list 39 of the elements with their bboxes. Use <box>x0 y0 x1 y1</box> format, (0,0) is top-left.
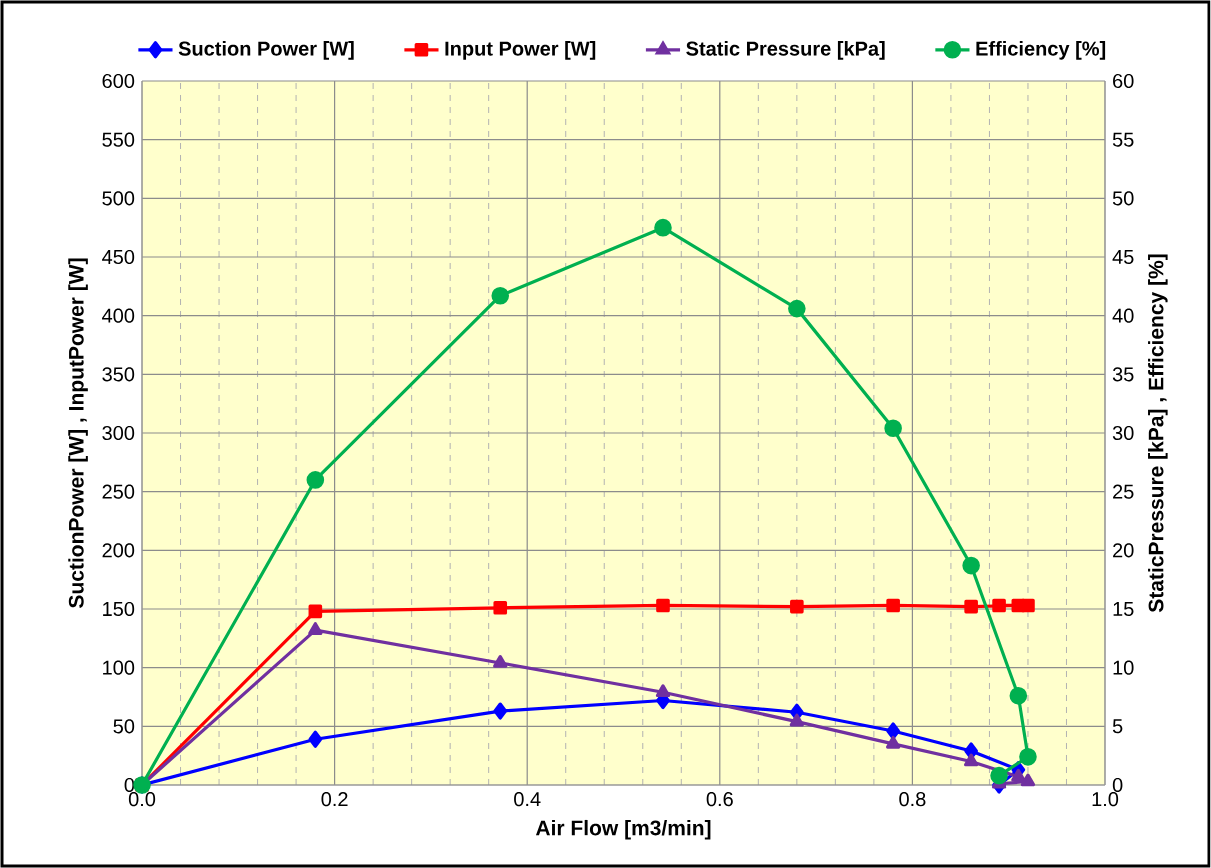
y-axis-title: SuctionPower [W] , InputPower [W] <box>68 258 88 608</box>
y-tick-label: 550 <box>102 132 135 147</box>
y2-tick-label: 40 <box>1112 308 1134 323</box>
y-tick-label: 350 <box>102 367 135 382</box>
x-tick-label: 0.2 <box>321 792 348 807</box>
legend-label: Input Power [W] <box>445 41 596 60</box>
y-tick-label: 0 <box>124 777 135 793</box>
y-tick-label: 450 <box>102 249 135 265</box>
x-axis-title: Air Flow [m3/min] <box>535 819 711 840</box>
legend-label: Suction Power [W] <box>178 41 354 60</box>
y-tick-label: 600 <box>102 73 135 89</box>
y2-tick-label: 60 <box>1113 73 1134 89</box>
y2-tick-label: 5 <box>1112 719 1123 734</box>
y-tick-label: 250 <box>102 484 135 499</box>
legend-label: Efficiency [%] <box>976 41 1106 60</box>
legend-label: Static Pressure [kPa] <box>686 41 885 60</box>
y-tick-label: 400 <box>102 308 135 323</box>
y2-tick-label: 20 <box>1113 543 1134 558</box>
y2-tick-label: 0 <box>1112 777 1123 793</box>
y-tick-label: 500 <box>102 191 135 206</box>
x-tick-label: 0.4 <box>514 792 541 807</box>
y2-axis-title: StaticPressure [kPa] , Efficiency [%] <box>1148 254 1168 613</box>
x-tick-label: 1.0 <box>1092 792 1119 807</box>
y2-tick-label: 10 <box>1113 660 1134 675</box>
y-tick-label: 200 <box>102 543 135 558</box>
y2-tick-label: 30 <box>1112 425 1134 441</box>
y-tick-label: 100 <box>103 660 135 675</box>
y-tick-label: 300 <box>102 425 135 441</box>
y2-tick-label: 50 <box>1112 191 1134 206</box>
y2-tick-label: 15 <box>1113 602 1134 616</box>
y2-tick-label: 45 <box>1112 250 1134 264</box>
y2-tick-label: 55 <box>1112 132 1134 147</box>
y2-tick-label: 25 <box>1113 484 1134 499</box>
x-tick-label: 0.0 <box>128 792 156 807</box>
x-tick-label: 0.8 <box>899 792 926 807</box>
y2-tick-label: 35 <box>1112 367 1134 382</box>
y-tick-label: 150 <box>103 601 135 617</box>
y-tick-label: 50 <box>113 719 135 734</box>
x-tick-label: 0.6 <box>706 792 733 807</box>
